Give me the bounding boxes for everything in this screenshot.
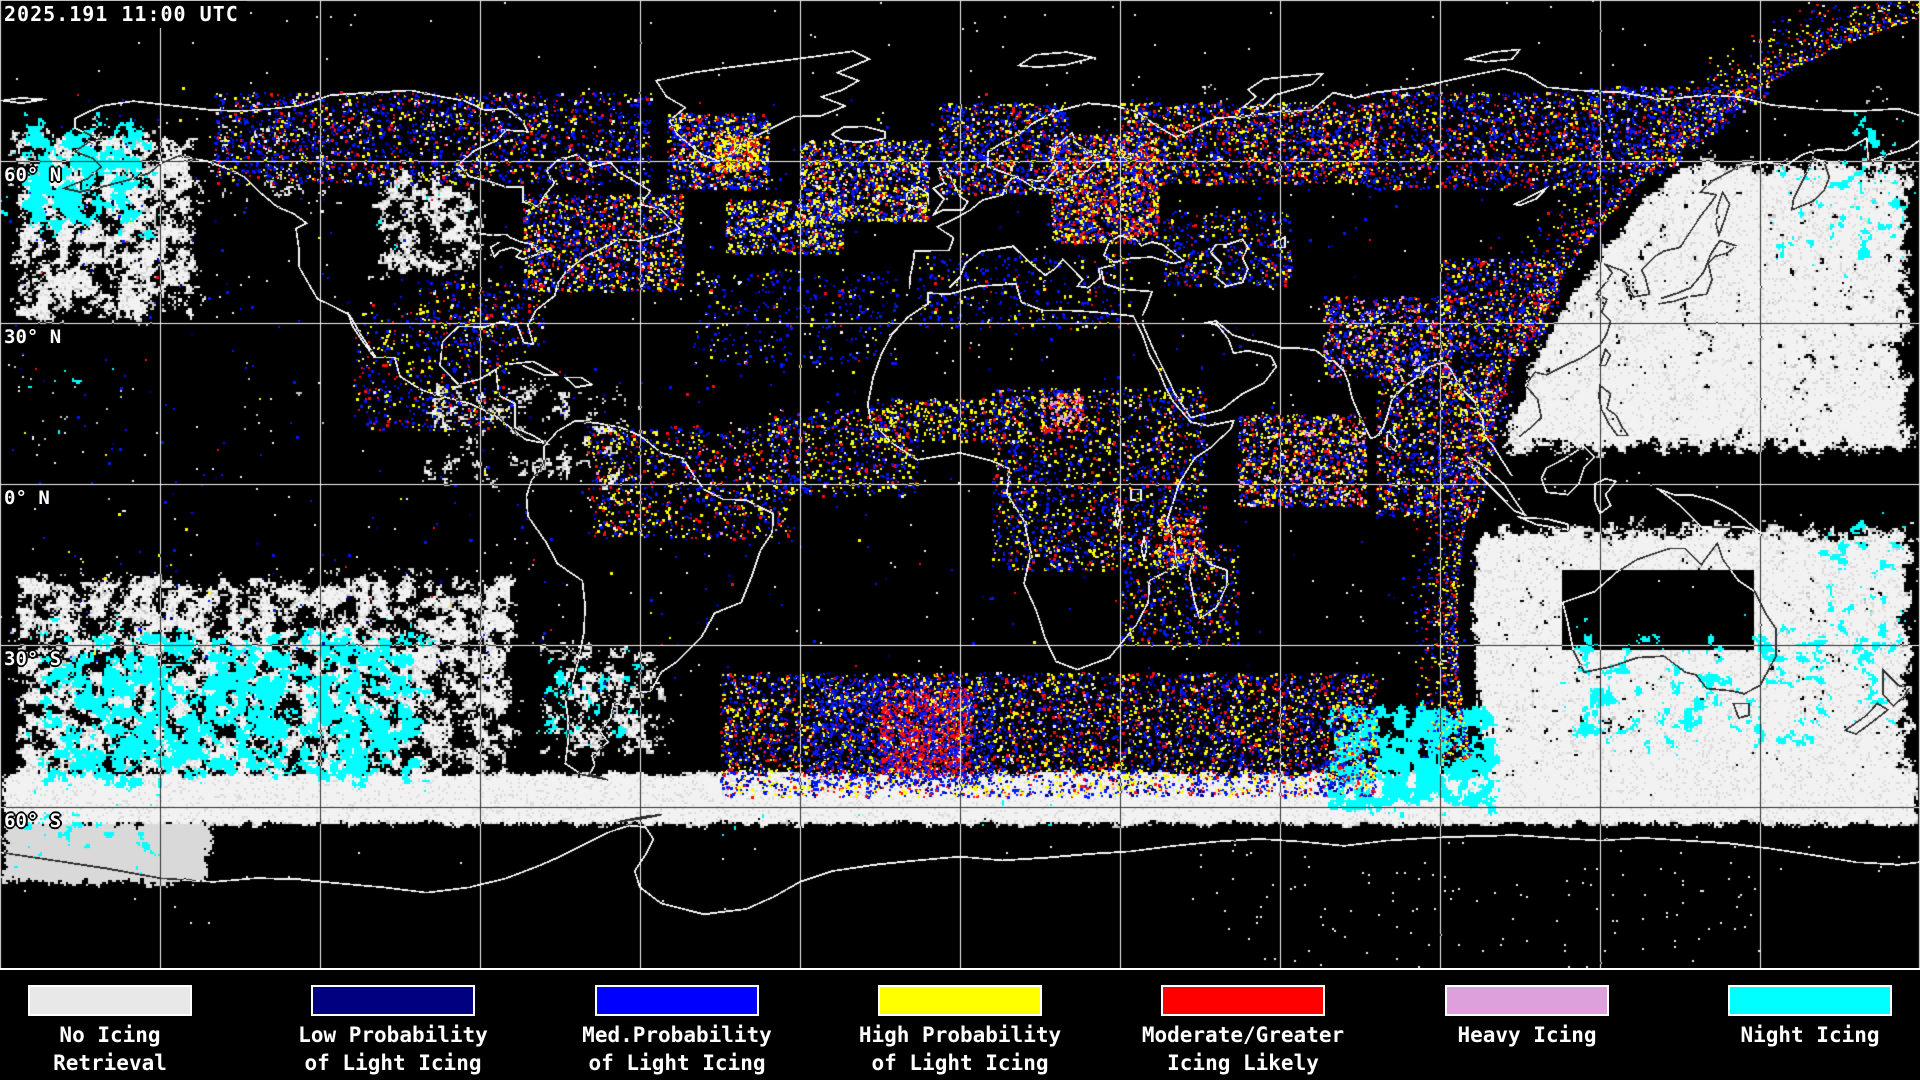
legend-label: Low Probability of Light Icing (298, 1023, 488, 1075)
lat-label: 60° S (4, 810, 62, 832)
legend-item-heavy-icing: Heavy Icing (1377, 970, 1677, 1049)
legend-label: Moderate/Greater Icing Likely (1141, 1023, 1345, 1075)
lat-label: 60° N (4, 164, 62, 186)
timestamp: 2025.191 11:00 UTC (2, 1, 247, 28)
legend-label: Med.Probability of Light Icing (582, 1023, 772, 1075)
lat-label: 0° N (4, 487, 50, 509)
legend-item-no-icing-retrieval: No Icing Retrieval (0, 970, 260, 1077)
legend: No Icing Retrieval Low Probability of Ligh… (0, 968, 1920, 1080)
legend-swatch-low-prob (311, 985, 475, 1016)
lat-label: 30° S (4, 648, 62, 670)
legend-swatch-med-prob (595, 985, 759, 1016)
legend-item-med-probability: Med.Probability of Light Icing (527, 970, 827, 1077)
legend-label: High Probability of Light Icing (858, 1023, 1062, 1075)
legend-swatch-moderate (1161, 985, 1325, 1016)
legend-swatch-night (1728, 985, 1892, 1016)
world-icing-map (0, 0, 1920, 968)
legend-label: Heavy Icing (1457, 1023, 1597, 1047)
legend-label: No Icing Retrieval (53, 1023, 167, 1075)
legend-swatch-high-prob (878, 985, 1042, 1016)
legend-swatch-heavy (1445, 985, 1609, 1016)
legend-item-night-icing: Night Icing (1660, 970, 1920, 1049)
lat-label: 30° N (4, 326, 62, 348)
legend-label: Night Icing (1740, 1023, 1880, 1047)
legend-item-high-probability: High Probability of Light Icing (810, 970, 1110, 1077)
legend-item-moderate-greater: Moderate/Greater Icing Likely (1093, 970, 1393, 1077)
legend-item-low-probability: Low Probability of Light Icing (243, 970, 543, 1077)
legend-swatch-no-icing (28, 985, 192, 1016)
